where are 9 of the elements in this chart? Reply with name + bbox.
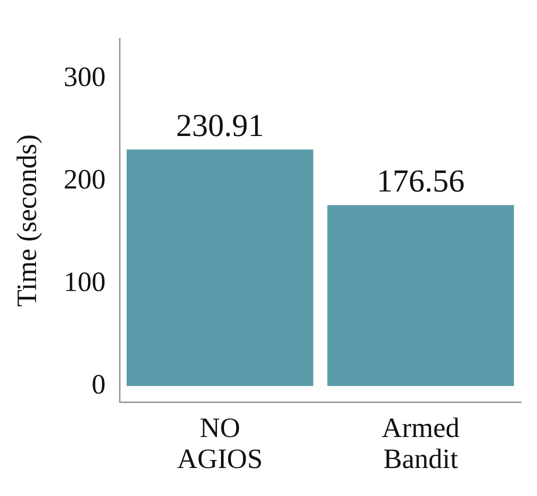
data-label: 230.91 — [176, 106, 264, 143]
y-tick-label: 0 — [92, 369, 106, 400]
y-axis-title: Time (seconds) — [12, 134, 44, 307]
y-tick-label: 100 — [64, 266, 106, 298]
x-tick-label: Armed Bandit — [382, 413, 460, 475]
y-tick-label: 200 — [64, 164, 106, 196]
data-label: 176.56 — [376, 162, 465, 199]
x-tick-label: NO AGIOS — [177, 413, 263, 475]
y-tick-label: 300 — [64, 62, 106, 94]
